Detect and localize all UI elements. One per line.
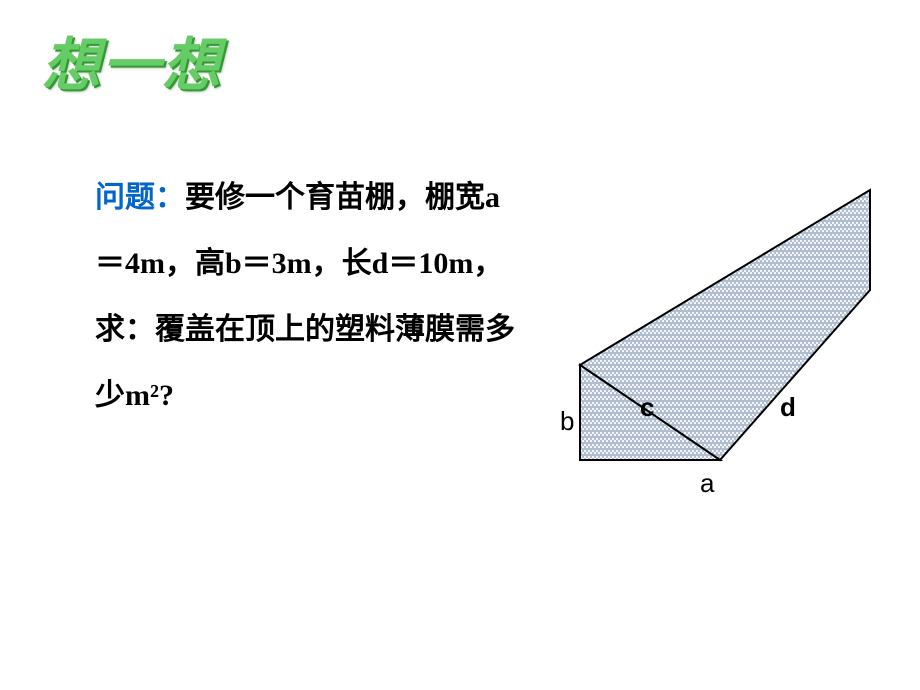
- problem-body: 要修一个育苗棚，棚宽a＝4m，高b＝3m，长d＝10m，求：覆盖在顶上的塑料薄膜…: [95, 181, 515, 412]
- prism-diagram: a b c d: [540, 170, 900, 510]
- problem-text: 问题：要修一个育苗棚，棚宽a＝4m，高b＝3m，长d＝10m，求：覆盖在顶上的塑…: [95, 165, 525, 429]
- page-title: 想一想: [42, 18, 222, 102]
- label-d: d: [780, 392, 796, 423]
- label-b: b: [560, 406, 574, 437]
- prism-svg: [540, 170, 900, 510]
- label-a: a: [700, 468, 714, 499]
- label-c: c: [640, 392, 654, 423]
- problem-label: 问题：: [95, 181, 185, 214]
